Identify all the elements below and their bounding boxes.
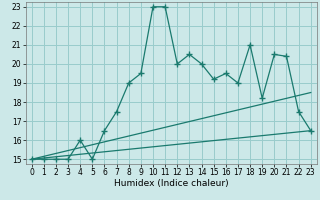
X-axis label: Humidex (Indice chaleur): Humidex (Indice chaleur) xyxy=(114,179,228,188)
